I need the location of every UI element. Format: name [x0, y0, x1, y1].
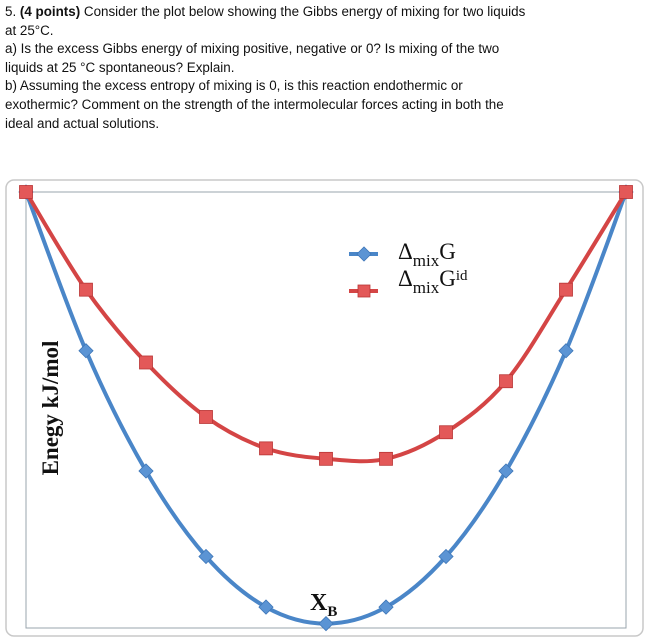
part-a-line2: liquids at 25 °C spontaneous? Explain. [5, 59, 235, 75]
question-points: (4 points) [19, 4, 81, 19]
question-text: 5. (4 points) Consider the plot below sh… [5, 3, 645, 133]
series-2-point-6 [379, 451, 393, 466]
gibbs-mixing-chart: ΔmixG ΔmixGid XB Enegy kJ/mol [5, 179, 644, 637]
part-a-line1: a) Is the excess Gibbs energy of mixing … [5, 41, 500, 57]
question-number: 5. [5, 4, 17, 19]
series-2-point-4 [259, 441, 273, 456]
series-1-point-4 [258, 599, 274, 615]
series-2-point-0 [19, 185, 33, 199]
series-layer [18, 184, 634, 632]
legend: ΔmixG ΔmixGid [349, 239, 468, 298]
series-1-point-5 [318, 616, 334, 632]
legend-marker-mixgid [357, 284, 371, 298]
series-1-point-9 [558, 343, 574, 359]
series-2-point-2 [139, 355, 153, 370]
series-2-point-3 [199, 410, 213, 424]
series-2-point-1 [79, 282, 93, 297]
x-axis-label: XB [310, 590, 337, 620]
question-intro: 5. (4 points) Consider the plot below sh… [5, 3, 645, 22]
legend-marker-mixg [356, 246, 372, 262]
legend-entry-mixgid: ΔmixGid [349, 266, 468, 298]
series-1-point-1 [78, 343, 94, 359]
series-1-point-7 [438, 548, 454, 565]
chart-frame [5, 179, 644, 637]
question-intro-line2: at 25°C. [5, 22, 54, 38]
series-1-point-8 [498, 463, 514, 479]
series-1-point-3 [198, 548, 214, 565]
series-2-point-5 [319, 451, 333, 466]
question-intro-line1: Consider the plot below showing the Gibb… [80, 4, 526, 19]
part-b-line1: b) Assuming the excess entropy of mixing… [5, 78, 463, 94]
series-1-point-2 [138, 463, 154, 479]
legend-label-mixg: ΔmixG [398, 239, 456, 270]
part-b-line3: ideal and actual solutions. [5, 115, 160, 131]
legend-label-mixgid: ΔmixGid [398, 266, 468, 297]
part-b-line2: exothermic? Comment on the strength of t… [5, 96, 504, 112]
series-1-point-6 [378, 599, 394, 615]
y-axis-label: Enegy kJ/mol [38, 341, 63, 476]
series-2-point-8 [499, 374, 513, 389]
series-2-point-10 [619, 185, 633, 199]
series-2 [19, 185, 633, 466]
series-2-point-9 [559, 282, 573, 297]
legend-entry-mixg: ΔmixG [349, 239, 456, 270]
series-2-point-7 [439, 425, 453, 440]
series-1 [18, 184, 634, 632]
